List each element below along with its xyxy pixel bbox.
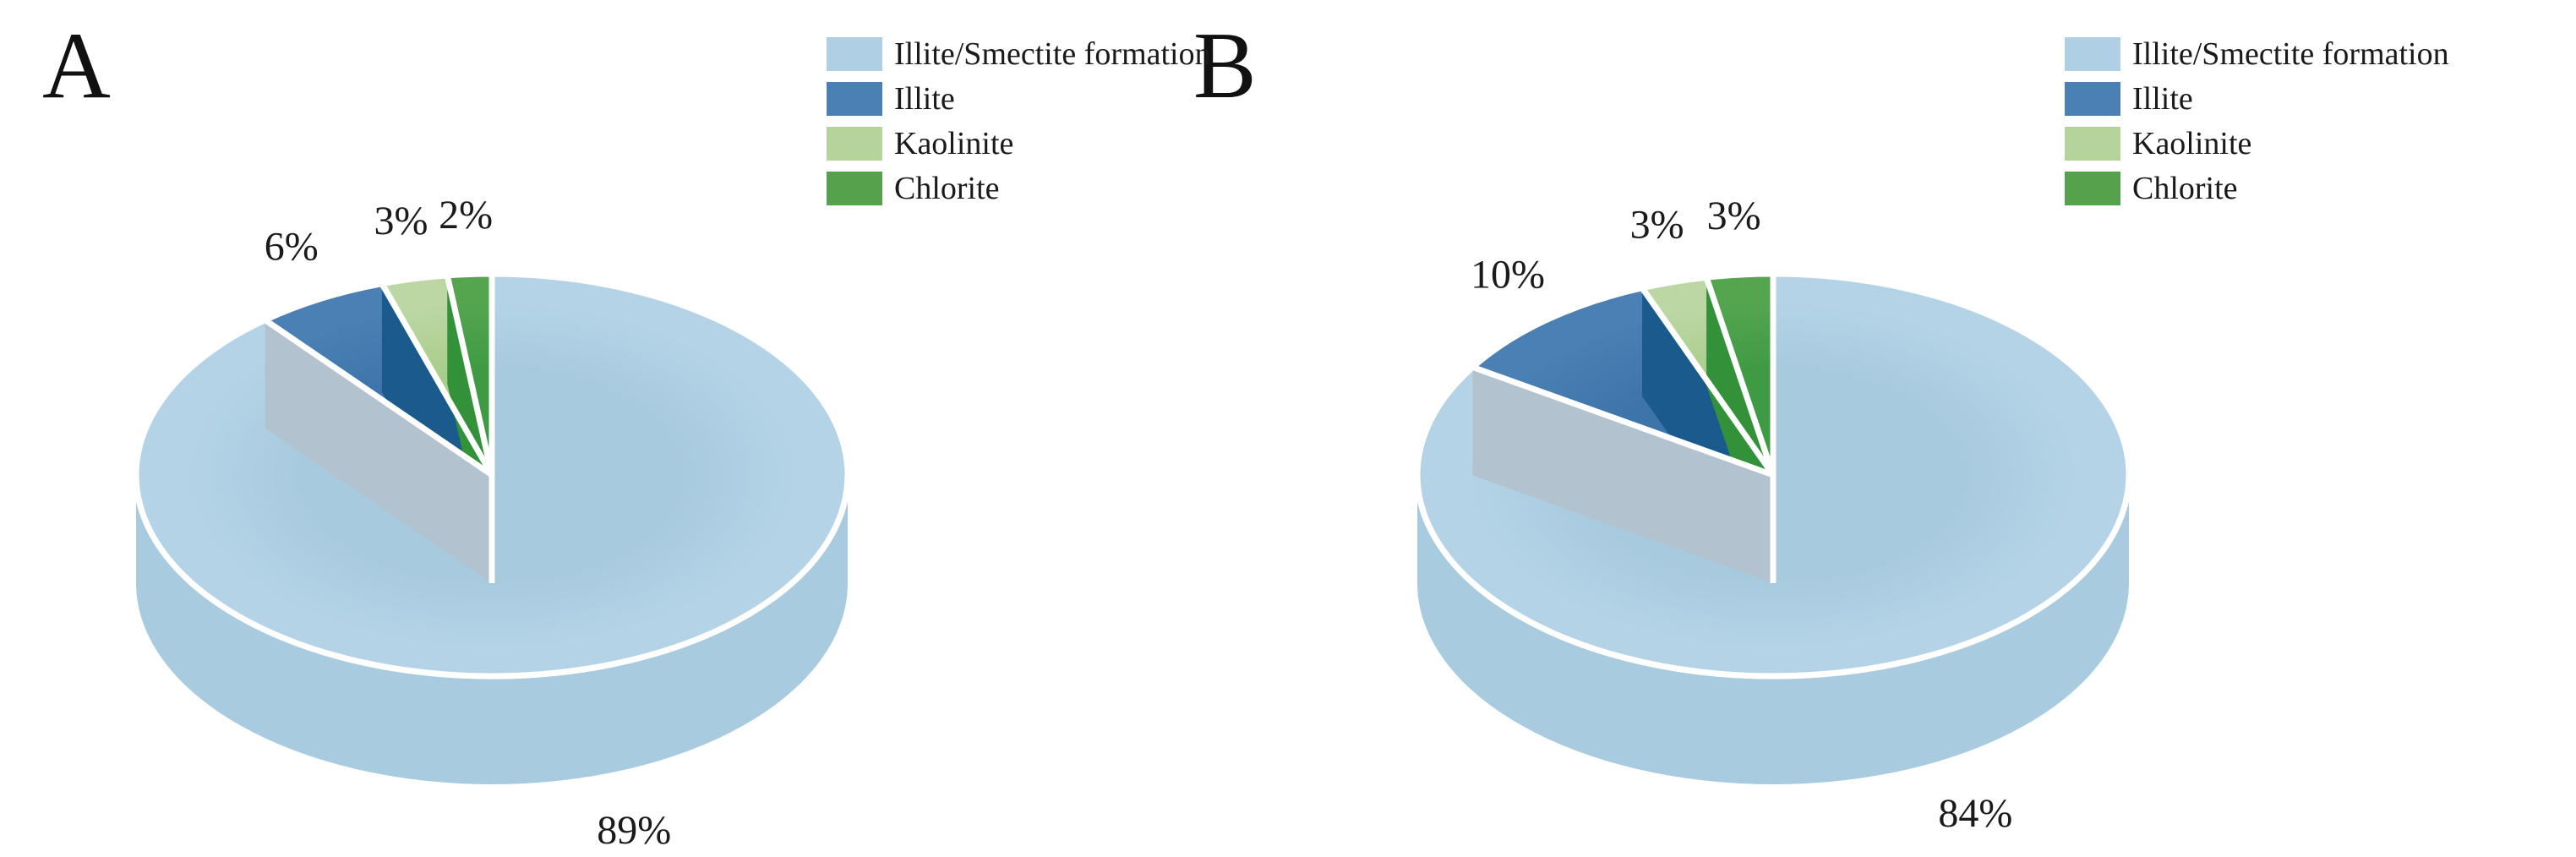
legend-label: Chlorite bbox=[2132, 171, 2238, 206]
legend-label: Illite bbox=[894, 81, 955, 117]
legend-panel-b: Illite/Smectite formation Illite Kaolini… bbox=[2065, 37, 2449, 216]
legend-label: Illite/Smectite formation bbox=[2132, 36, 2449, 72]
slice-separator bbox=[379, 281, 495, 477]
pie-side-band bbox=[1417, 475, 2129, 784]
legend-item-illite-smectite: Illite/Smectite formation bbox=[2065, 37, 2449, 71]
legend-item-kaolinite: Kaolinite bbox=[2065, 127, 2449, 161]
legend-swatch-kaolinite bbox=[827, 127, 882, 161]
pie-slice-value-label: 89% bbox=[597, 808, 671, 853]
legend-label: Kaolinite bbox=[894, 126, 1014, 161]
pie-slice-value-label: 3% bbox=[1707, 194, 1761, 238]
slice-separator bbox=[1703, 276, 1776, 477]
slice-separator bbox=[1471, 364, 1775, 478]
legend-item-illite: Illite bbox=[2065, 82, 2449, 116]
slice-separator bbox=[1640, 286, 1776, 478]
pie-slice-value-label: 3% bbox=[1630, 203, 1684, 248]
cut-face-main-slice bbox=[265, 319, 492, 583]
legend-item-illite-smectite: Illite/Smectite formation bbox=[827, 37, 1211, 71]
slice-separator bbox=[444, 275, 495, 476]
pie-side-band bbox=[136, 475, 848, 784]
legend-label: Illite bbox=[2132, 81, 2193, 117]
panel-label-a: A bbox=[42, 14, 111, 118]
legend-item-kaolinite: Kaolinite bbox=[827, 127, 1211, 161]
legend-label: Kaolinite bbox=[2132, 126, 2252, 161]
pie-slice-value-label: 2% bbox=[439, 193, 493, 237]
panel-label-b: B bbox=[1193, 14, 1257, 118]
legend-swatch-illite-smectite bbox=[2065, 37, 2120, 71]
legend-swatch-chlorite bbox=[827, 172, 882, 205]
legend-swatch-illite bbox=[2065, 82, 2120, 116]
front-rim-separator bbox=[133, 474, 851, 680]
pie-slice-value-label: 3% bbox=[374, 199, 428, 243]
legend-panel-a: Illite/Smectite formation Illite Kaolini… bbox=[827, 37, 1211, 216]
pie-slice-value-label: 6% bbox=[265, 225, 319, 270]
legend-item-chlorite: Chlorite bbox=[2065, 172, 2449, 205]
pie3d-panel-B: 84% 10% 3% 3% bbox=[1414, 194, 2132, 836]
legend-label: Chlorite bbox=[894, 171, 1000, 206]
slice-separator bbox=[263, 317, 494, 478]
pie3d-panel-A: 89% 6% 3% 2% bbox=[133, 193, 851, 853]
cut-face-main-slice bbox=[1472, 367, 1773, 583]
legend-item-chlorite: Chlorite bbox=[827, 172, 1211, 205]
legend-swatch-illite bbox=[827, 82, 882, 116]
legend-swatch-chlorite bbox=[2065, 172, 2120, 205]
front-rim-separator bbox=[1414, 474, 2132, 680]
legend-swatch-illite-smectite bbox=[827, 37, 882, 71]
pie-slice-value-label: 10% bbox=[1471, 252, 1545, 297]
legend-swatch-kaolinite bbox=[2065, 127, 2120, 161]
pie-slice-value-label: 84% bbox=[1938, 791, 2012, 836]
legend-label: Illite/Smectite formation bbox=[894, 36, 1211, 72]
legend-item-illite: Illite bbox=[827, 82, 1211, 116]
